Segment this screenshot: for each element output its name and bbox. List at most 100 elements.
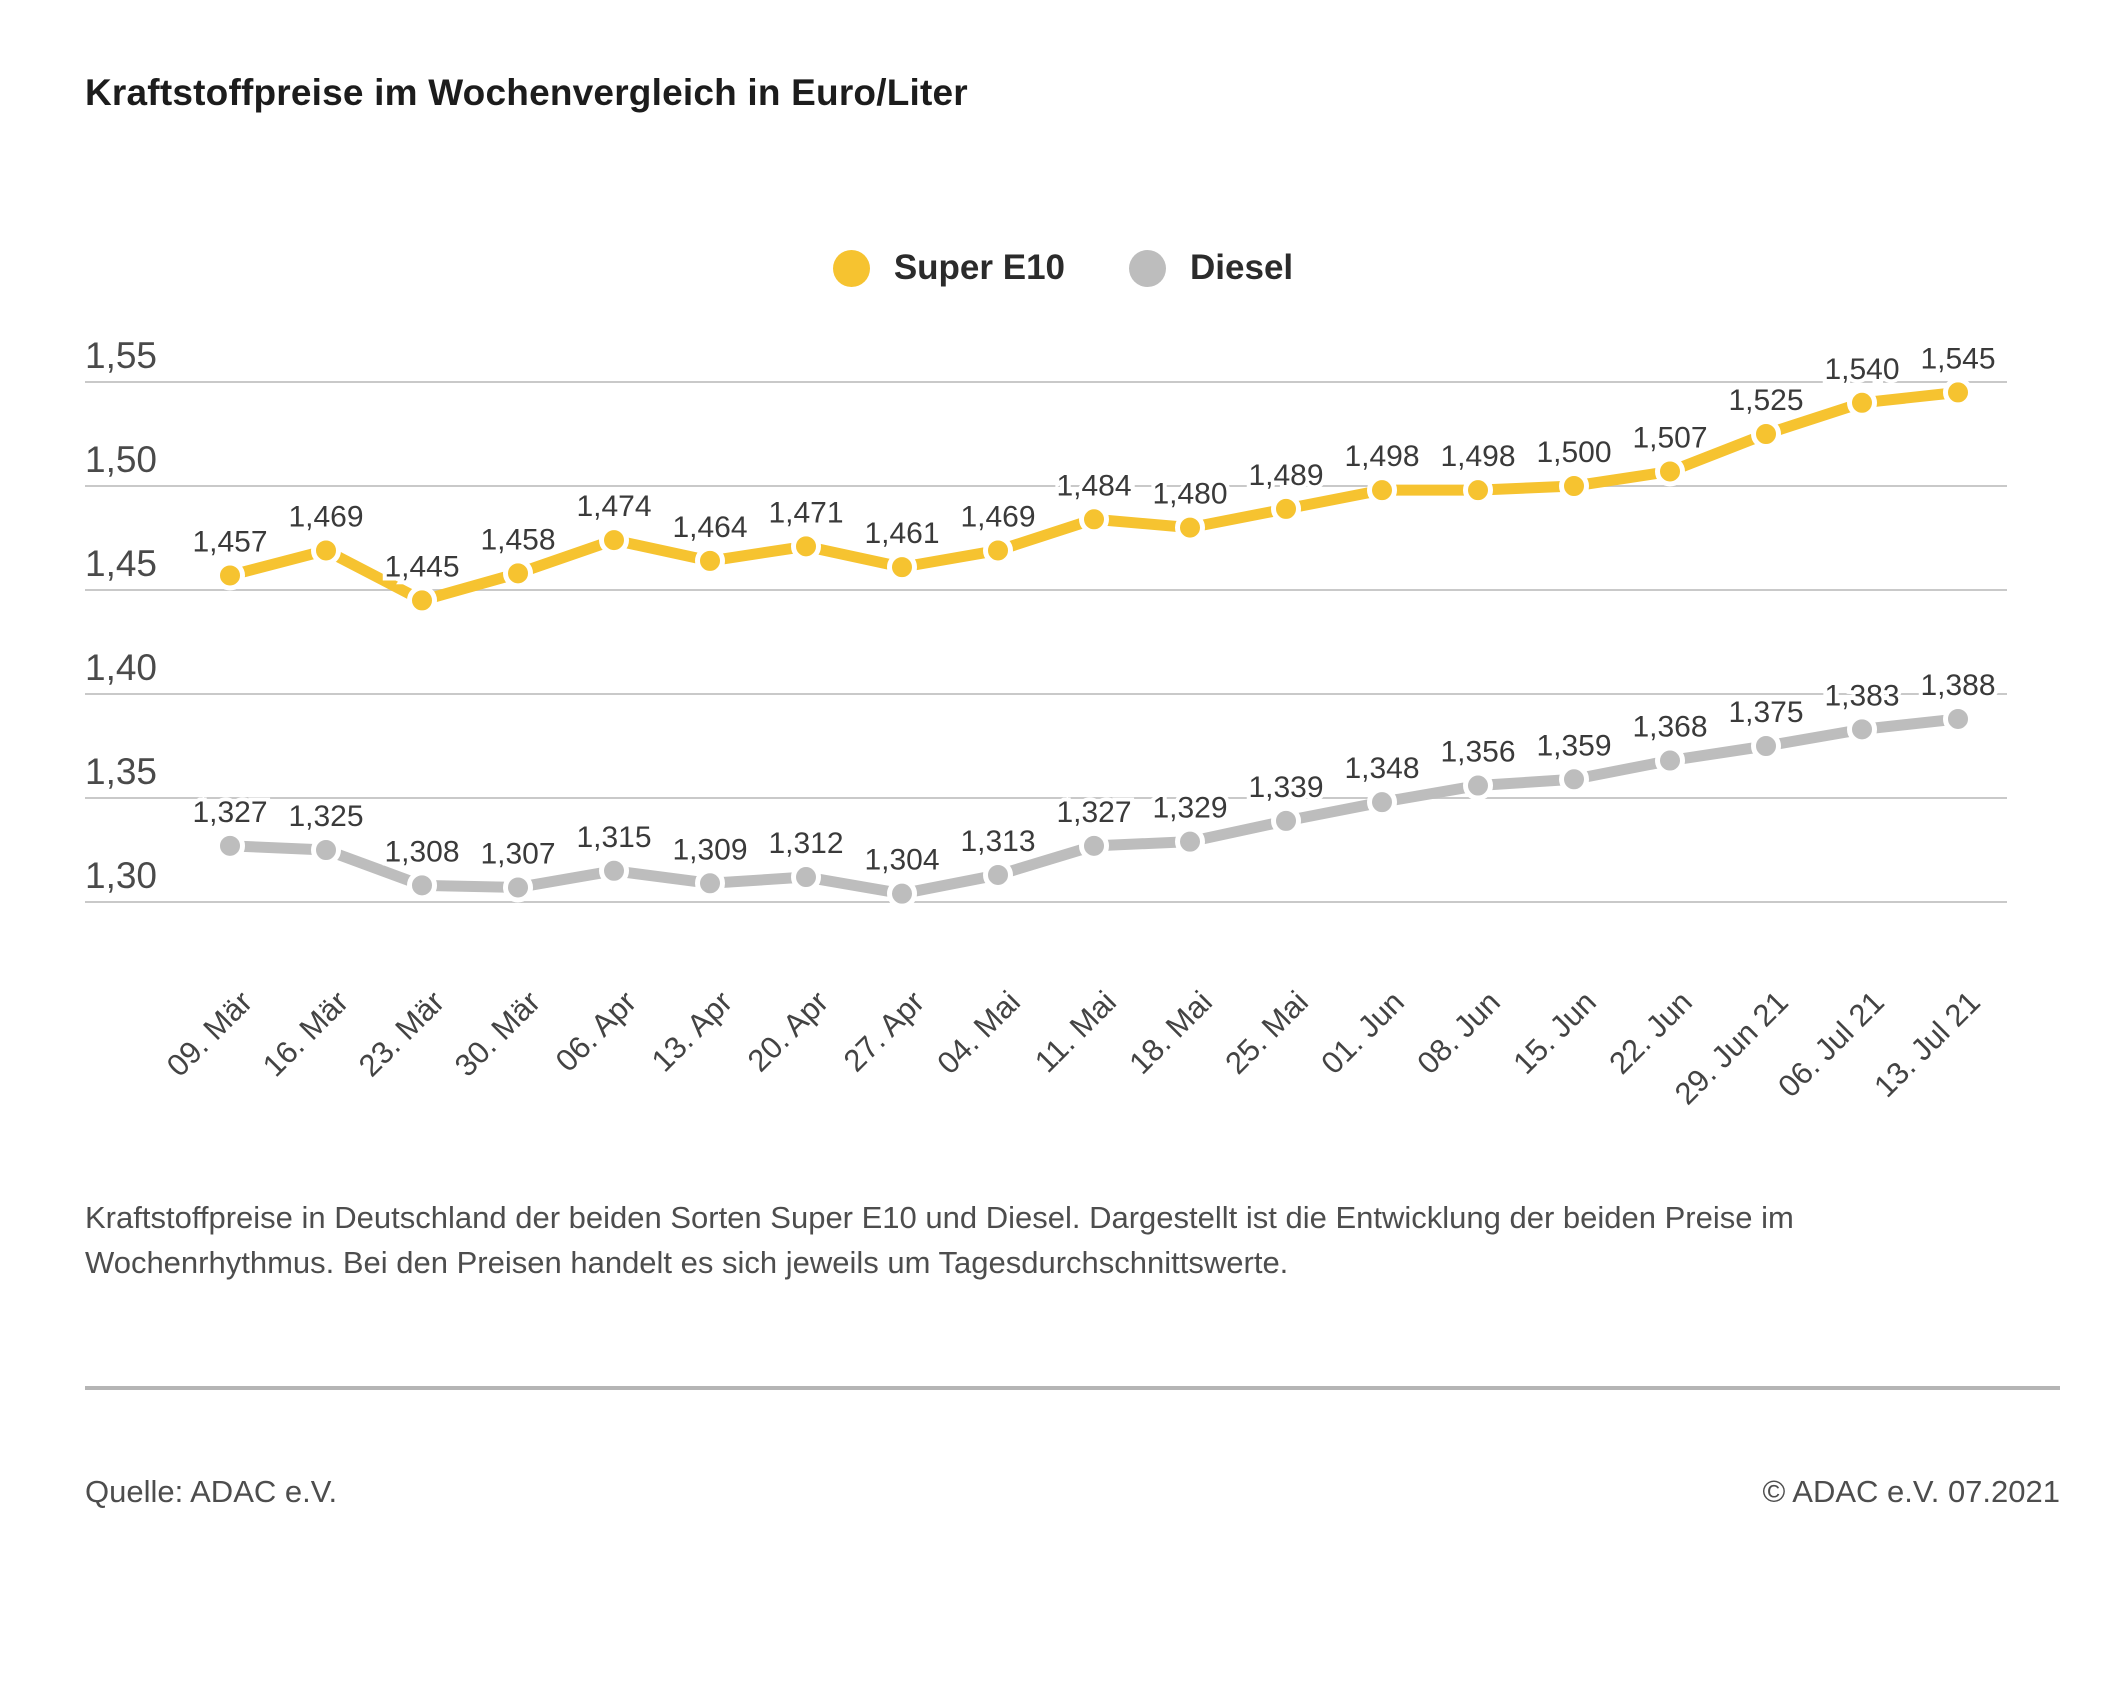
y-tick-label: 1,40: [85, 647, 157, 688]
data-point: [983, 859, 1013, 890]
data-point: [1655, 745, 1685, 776]
data-point: [503, 872, 533, 903]
x-tick-label: 22. Jun: [1602, 984, 1699, 1081]
x-tick-label: 11. Mai: [1028, 984, 1123, 1079]
data-point: [1847, 387, 1877, 418]
x-tick-label: 04. Mai: [930, 984, 1027, 1081]
page-title: Kraftstoffpreise im Wochenvergleich in E…: [85, 72, 968, 113]
data-point: [1943, 703, 1973, 734]
data-label: 1,383: [1824, 679, 1899, 712]
data-point: [1463, 770, 1493, 801]
data-label: 1,313: [960, 825, 1035, 858]
data-label: 1,304: [864, 844, 939, 877]
x-tick-label: 13. Apr: [645, 984, 739, 1078]
data-label: 1,339: [1248, 771, 1323, 804]
x-tick-label: 06. Apr: [549, 984, 643, 1078]
data-point: [215, 560, 245, 591]
data-label: 1,540: [1824, 353, 1899, 386]
data-label: 1,307: [480, 837, 555, 870]
legend-item-super-e10: Super E10: [832, 248, 1066, 288]
data-point: [791, 531, 821, 562]
data-label: 1,545: [1920, 342, 1995, 375]
data-label: 1,329: [1152, 792, 1227, 825]
data-label: 1,312: [768, 827, 843, 860]
data-label: 1,469: [960, 500, 1035, 533]
x-tick-label: 01. Jun: [1314, 984, 1411, 1081]
data-point: [1751, 419, 1781, 449]
data-point: [1079, 504, 1109, 535]
data-label: 1,315: [576, 821, 651, 854]
data-label: 1,375: [1728, 696, 1803, 729]
data-label: 1,489: [1248, 459, 1323, 492]
x-tick-label: 16. Mär: [256, 984, 355, 1083]
data-label: 1,457: [192, 525, 267, 558]
y-tick-label: 1,35: [85, 751, 157, 792]
data-point: [1367, 787, 1397, 818]
data-label: 1,469: [288, 500, 363, 533]
data-label: 1,525: [1728, 384, 1803, 417]
x-tick-label: 08. Jun: [1410, 984, 1507, 1081]
x-tick-label: 30. Mär: [448, 984, 547, 1083]
data-point: [695, 545, 725, 576]
data-label: 1,480: [1152, 478, 1227, 511]
data-point: [1175, 512, 1205, 543]
x-tick-label: 27. Apr: [837, 984, 931, 1078]
legend-label-super-e10: Super E10: [893, 248, 1066, 287]
y-tick-label: 1,45: [85, 543, 157, 584]
data-label: 1,348: [1344, 752, 1419, 785]
super-e10-marker-icon: [832, 249, 870, 287]
x-tick-label: 18. Mai: [1122, 984, 1219, 1081]
data-point: [311, 535, 341, 566]
data-label: 1,325: [288, 800, 363, 833]
data-point: [887, 552, 917, 583]
data-point: [1655, 456, 1685, 487]
data-point: [1751, 731, 1781, 761]
data-label: 1,461: [864, 517, 939, 550]
data-point: [311, 835, 341, 865]
data-label: 1,308: [384, 835, 459, 868]
data-label: 1,327: [1056, 796, 1131, 829]
x-tick-label: 13. Jul 21: [1867, 984, 1987, 1104]
copyright-text: © ADAC e.V. 07.2021: [1762, 1474, 2060, 1509]
data-label: 1,309: [672, 833, 747, 866]
x-tick-label: 20. Apr: [741, 984, 835, 1078]
y-tick-label: 1,55: [85, 335, 157, 376]
legend: Super E10 Diesel: [0, 248, 2126, 288]
data-point: [791, 862, 821, 893]
data-point: [695, 868, 725, 899]
data-point: [1367, 475, 1397, 506]
data-label: 1,498: [1440, 440, 1515, 473]
data-point: [407, 870, 437, 901]
data-point: [983, 535, 1013, 566]
data-label: 1,445: [384, 550, 459, 583]
data-label: 1,500: [1536, 436, 1611, 469]
data-point: [1847, 714, 1877, 745]
x-tick-label: 15. Jun: [1506, 984, 1603, 1081]
legend-label-diesel: Diesel: [1190, 248, 1294, 287]
x-tick-label: 09. Mär: [160, 984, 259, 1083]
legend-item-diesel: Diesel: [1129, 248, 1293, 288]
data-point: [1559, 471, 1589, 501]
data-label: 1,388: [1920, 669, 1995, 702]
data-label: 1,484: [1056, 469, 1131, 502]
y-tick-label: 1,50: [85, 439, 157, 480]
data-label: 1,474: [576, 490, 651, 523]
source-text: Quelle: ADAC e.V.: [85, 1474, 338, 1509]
data-point: [1463, 475, 1493, 506]
x-tick-label: 25. Mai: [1218, 984, 1315, 1081]
data-point: [215, 830, 245, 861]
footer: Quelle: ADAC e.V. © ADAC e.V. 07.2021: [85, 1474, 2060, 1510]
data-label: 1,471: [768, 496, 843, 529]
data-point: [887, 878, 917, 909]
data-label: 1,498: [1344, 440, 1419, 473]
data-point: [599, 855, 629, 886]
data-label: 1,368: [1632, 711, 1707, 744]
data-label: 1,359: [1536, 729, 1611, 762]
y-tick-label: 1,30: [85, 855, 157, 896]
diesel-marker-icon: [1129, 249, 1167, 287]
data-point: [1271, 493, 1301, 524]
data-point: [1079, 830, 1109, 861]
data-point: [1271, 805, 1301, 836]
divider: [85, 1386, 2060, 1390]
data-point: [599, 525, 629, 556]
